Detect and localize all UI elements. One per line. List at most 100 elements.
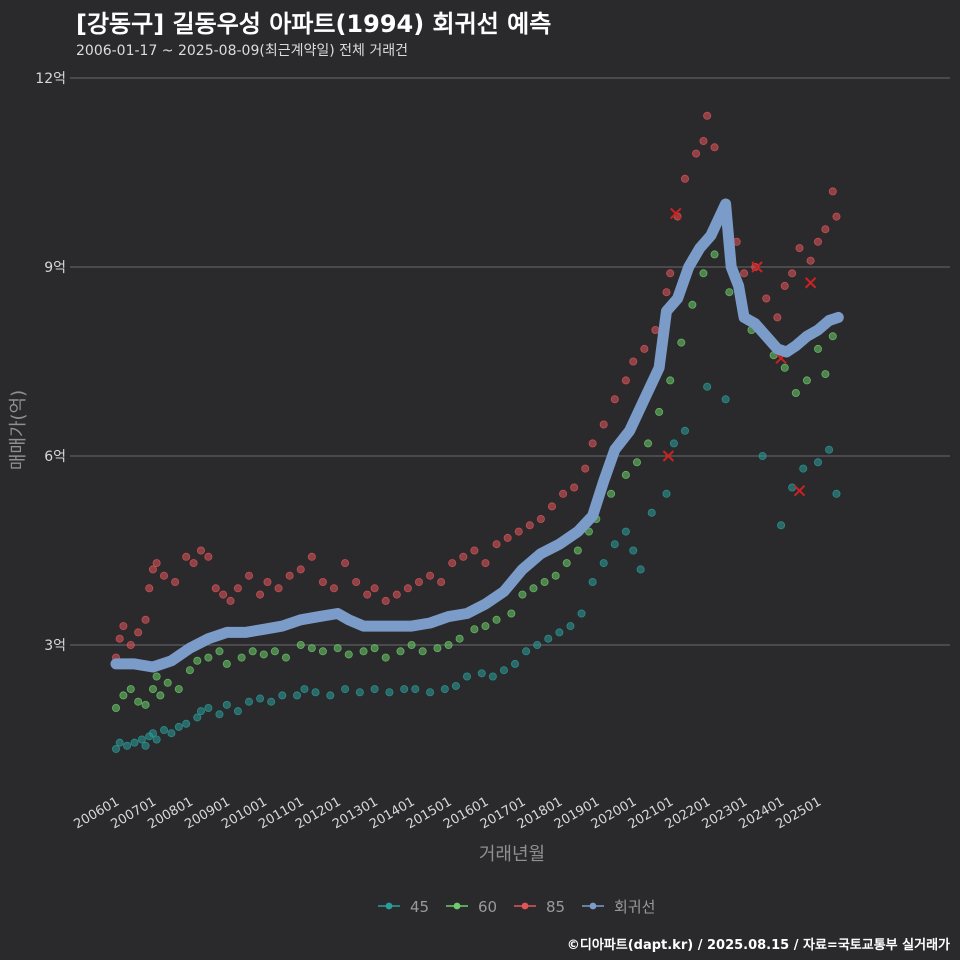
data-point-45 [522, 647, 531, 656]
data-point-45 [544, 634, 553, 643]
data-point-60 [163, 678, 172, 687]
data-point-60 [270, 647, 279, 656]
data-point-45 [477, 669, 486, 678]
data-point-85 [182, 552, 191, 561]
data-point-85 [581, 464, 590, 473]
data-point-85 [341, 559, 350, 568]
data-point-85 [773, 313, 782, 322]
data-point-45 [511, 659, 520, 668]
data-point-45 [204, 704, 213, 713]
data-point-60 [655, 407, 664, 416]
data-point-45 [196, 707, 205, 716]
data-point-60 [828, 332, 837, 341]
legend-swatch [589, 902, 597, 910]
data-point-60 [148, 685, 157, 694]
data-point-85 [296, 565, 305, 574]
data-point-60 [540, 578, 549, 587]
legend-swatch [453, 902, 461, 910]
data-point-45 [629, 546, 638, 555]
data-point-60 [281, 653, 290, 662]
data-point-45 [293, 691, 302, 700]
data-point-60 [152, 672, 161, 681]
data-point-85 [788, 269, 797, 278]
y-tick-labels: 3억 6억 9억 12억 [35, 71, 66, 654]
highlight-cross [662, 450, 675, 462]
data-point-85 [514, 527, 523, 536]
data-point-60 [222, 659, 231, 668]
data-point-60 [215, 647, 224, 656]
data-point-45 [777, 521, 786, 530]
data-point-45 [355, 688, 364, 697]
data-point-45 [130, 738, 139, 747]
data-point-45 [193, 713, 202, 722]
data-point-60 [259, 650, 268, 659]
data-point-85 [699, 136, 708, 145]
legend-item: 45 [378, 898, 429, 916]
data-point-85 [414, 578, 423, 587]
data-point-85 [274, 584, 283, 593]
data-point-85 [525, 521, 534, 530]
data-point-60 [802, 376, 811, 385]
data-point-45 [267, 697, 276, 706]
data-point-60 [821, 370, 830, 379]
legend: 45 60 85 회귀선 [378, 898, 655, 916]
data-point-85 [680, 174, 689, 183]
data-point-45 [256, 694, 265, 703]
data-point-45 [462, 672, 471, 681]
data-point-85 [233, 584, 242, 593]
data-point-60 [333, 644, 342, 653]
data-point-85 [285, 571, 294, 580]
data-point-45 [647, 508, 656, 517]
data-point-85 [196, 546, 205, 555]
y-axis-title: 매매가(억) [8, 390, 29, 470]
data-point-45 [115, 738, 124, 747]
data-point-85 [403, 584, 412, 593]
data-point-60 [725, 288, 734, 297]
data-point-85 [666, 269, 675, 278]
data-point-60 [126, 685, 135, 694]
data-point-85 [481, 559, 490, 568]
y-tick-label: 9억 [44, 260, 66, 276]
data-point-45 [326, 691, 335, 700]
data-point-60 [507, 609, 516, 618]
data-point-45 [832, 489, 841, 498]
data-point-60 [156, 691, 165, 700]
data-point-45 [148, 729, 157, 738]
data-point-85 [762, 294, 771, 303]
data-point-45 [703, 382, 712, 391]
data-point-85 [470, 546, 479, 555]
data-point-60 [318, 647, 327, 656]
data-point-85 [536, 515, 545, 524]
data-point-85 [651, 325, 660, 334]
data-point-45 [215, 710, 224, 719]
data-point-45 [400, 685, 409, 694]
legend-swatch [521, 902, 529, 910]
data-point-85 [437, 578, 446, 587]
data-point-85 [662, 288, 671, 297]
chart-title: [강동구] 길동우성 아파트(1994) 회귀선 예측 [76, 10, 552, 38]
data-point-85 [115, 634, 124, 643]
data-point-45 [123, 741, 132, 750]
data-point-60 [455, 634, 464, 643]
data-point-45 [610, 540, 619, 549]
data-point-85 [204, 552, 213, 561]
data-point-85 [245, 571, 254, 580]
data-point-60 [607, 489, 616, 498]
data-point-45 [799, 464, 808, 473]
data-point-45 [112, 744, 121, 753]
data-point-45 [499, 666, 508, 675]
data-point-60 [780, 363, 789, 372]
data-point-60 [666, 376, 675, 385]
regression-line [110, 198, 844, 673]
data-point-85 [370, 584, 379, 593]
data-point-85 [363, 590, 372, 599]
data-point-45 [758, 451, 767, 460]
data-point-85 [559, 489, 568, 498]
data-point-85 [211, 584, 220, 593]
data-point-60 [381, 653, 390, 662]
data-point-85 [640, 344, 649, 353]
data-point-60 [444, 641, 453, 650]
data-point-60 [492, 615, 501, 624]
data-point-45 [300, 685, 309, 694]
data-point-60 [119, 691, 128, 700]
